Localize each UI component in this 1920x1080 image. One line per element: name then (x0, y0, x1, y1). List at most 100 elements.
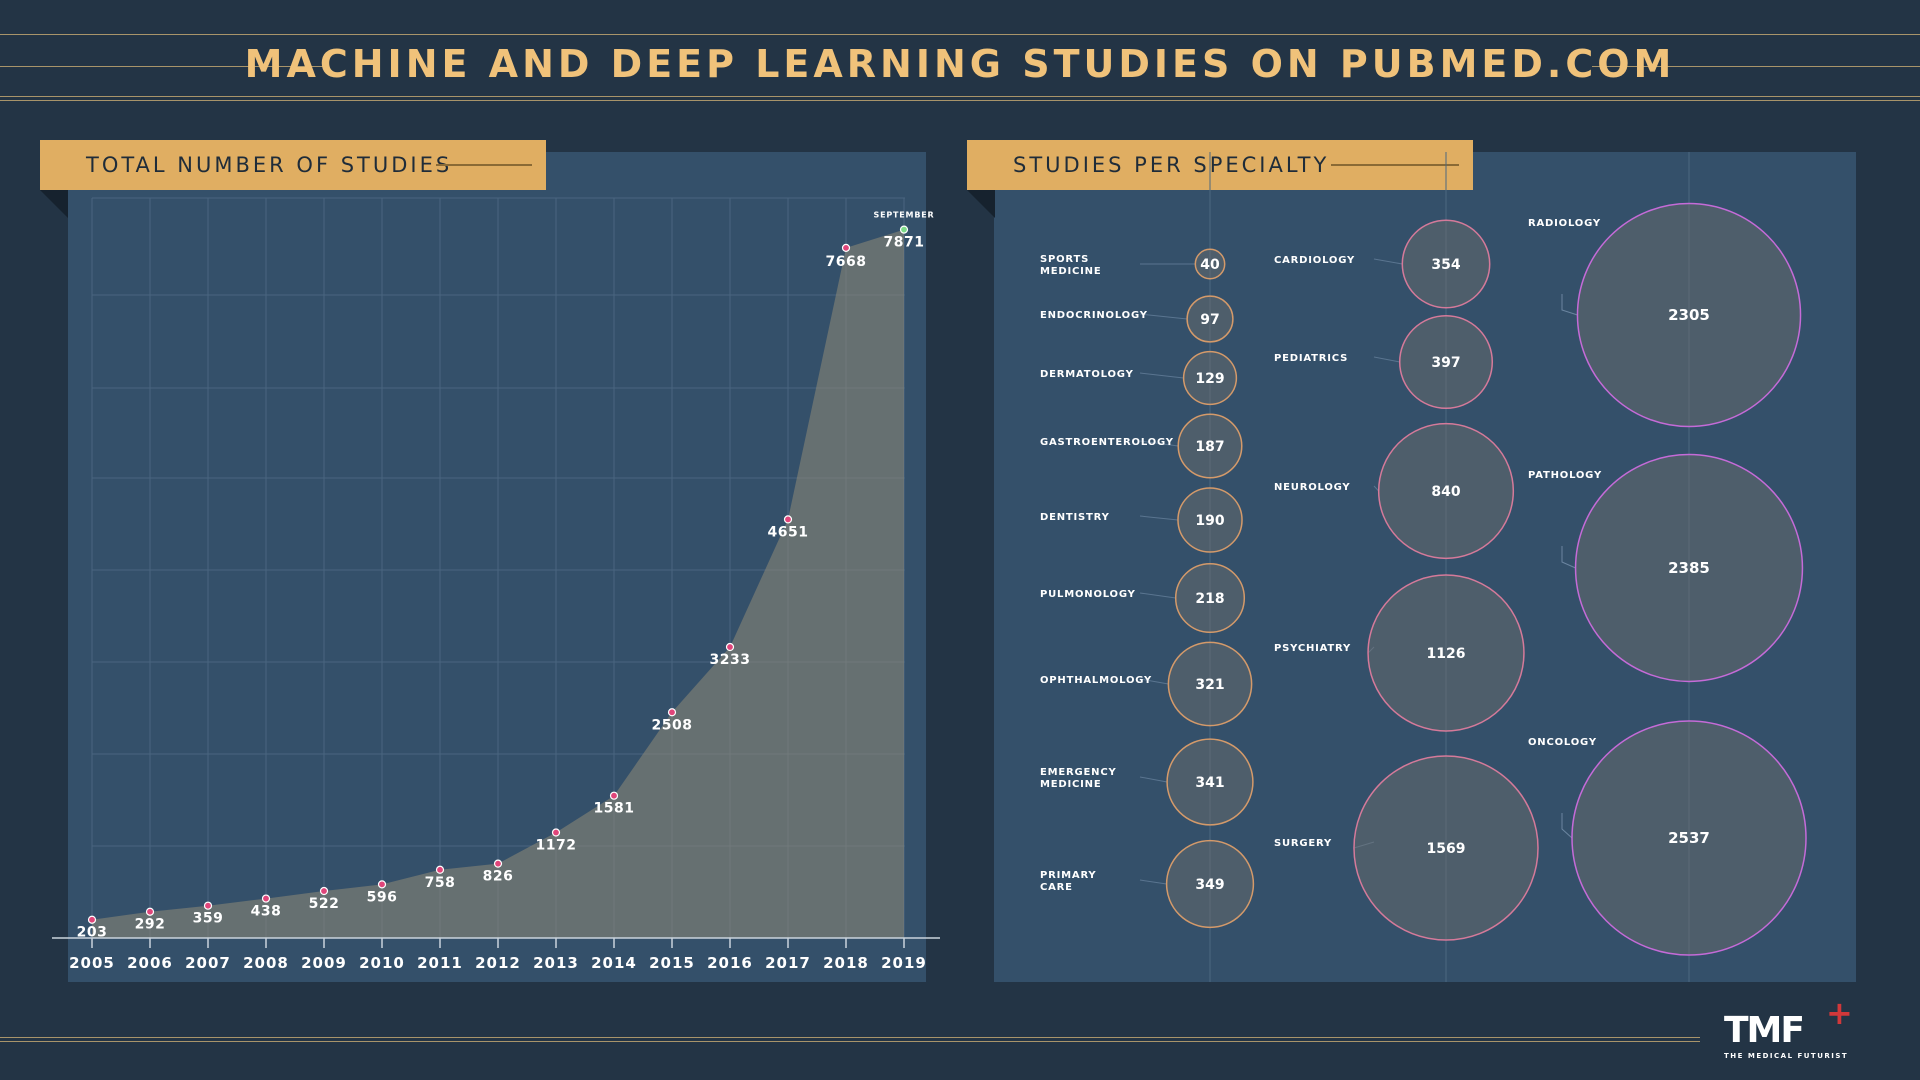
total-studies-header: TOTAL NUMBER OF STUDIES (40, 140, 546, 190)
data-label: 2508 (652, 717, 693, 733)
footer-rule-2 (0, 1041, 1700, 1042)
bubble (1353, 755, 1539, 941)
bubble-item: 840 NEUROLOGY (1274, 422, 1515, 560)
bubble-label-line: CARE (1040, 882, 1073, 893)
bubble-item: 2537 ONCOLOGY (1528, 720, 1807, 956)
data-label: 596 (367, 889, 398, 905)
bubble-value: 341 (1195, 775, 1224, 791)
x-tick-label: 2016 (707, 954, 753, 972)
bubble (1182, 350, 1238, 406)
bubble (1167, 641, 1253, 727)
data-point (609, 791, 619, 800)
header-rule (436, 164, 532, 166)
bubble (1574, 453, 1804, 683)
bubble-label: PULMONOLOGY (1040, 589, 1136, 600)
bubble (1177, 413, 1243, 479)
connector-line (1353, 841, 1375, 849)
bubble-label-line: GASTROENTEROLOGY (1040, 437, 1174, 448)
data-point (377, 880, 387, 889)
bubble-label-line: PSYCHIATRY (1274, 643, 1351, 654)
bubble-item: 321 OPHTHALMOLOGY (1040, 641, 1253, 727)
bubble-value: 397 (1431, 355, 1460, 371)
bubble-label: NEUROLOGY (1274, 482, 1350, 493)
data-label: 826 (483, 869, 514, 885)
connector-line (1373, 485, 1380, 492)
connector-line (1373, 258, 1403, 265)
bubble-label: SPORTS MEDICINE (1040, 254, 1101, 277)
specialty-header: STUDIES PER SPECIALTY (967, 140, 1473, 190)
data-label: 7668 (826, 254, 867, 270)
bubble-label-line: OPHTHALMOLOGY (1040, 675, 1152, 686)
bubble (1377, 422, 1515, 560)
data-point (261, 894, 271, 903)
bubble-item: 2305 RADIOLOGY (1528, 202, 1802, 428)
title-bottom-rule-2 (0, 100, 1920, 101)
data-point (551, 828, 561, 837)
bubble (1174, 562, 1246, 634)
area-series (92, 229, 904, 939)
connector-line (1139, 879, 1167, 885)
data-point (435, 865, 445, 874)
bubble-label-line: MEDICINE (1040, 266, 1101, 277)
bubble-label-line: PRIMARY (1040, 870, 1096, 881)
data-point (145, 907, 155, 916)
total-studies-header-label: TOTAL NUMBER OF STUDIES (86, 153, 453, 177)
bubble-label-line: PEDIATRICS (1274, 353, 1348, 364)
connector-line (1139, 592, 1176, 599)
bubble (1166, 738, 1254, 826)
bubble-label: EMERGENCY MEDICINE (1040, 767, 1117, 790)
x-tick-label: 2011 (417, 954, 463, 972)
logo-mark: TMF (1724, 1010, 1805, 1051)
bubble-label-line: SPORTS (1040, 254, 1089, 265)
bubble-label-line: NEUROLOGY (1274, 482, 1350, 493)
bubble-label: PATHOLOGY (1528, 470, 1602, 481)
bubble-label: PEDIATRICS (1274, 353, 1348, 364)
connector-line (1561, 294, 1578, 316)
bubble-value: 1126 (1427, 646, 1466, 662)
connector-line (1139, 776, 1168, 783)
bubble-value: 1569 (1427, 841, 1466, 857)
data-point (725, 642, 735, 652)
bubble-value: 349 (1195, 877, 1224, 893)
x-tick-label: 2008 (243, 954, 289, 972)
footer-rule (0, 1037, 1700, 1038)
title-rule-left (0, 66, 328, 67)
bubble-label: DERMATOLOGY (1040, 369, 1134, 380)
bubble-label: PRIMARY CARE (1040, 870, 1096, 893)
bubble (1401, 219, 1491, 309)
data-point (899, 225, 909, 234)
data-point (783, 515, 793, 524)
connector-line (1139, 440, 1179, 447)
bubble (1194, 248, 1226, 280)
data-point (203, 901, 213, 910)
specialty-header-label: STUDIES PER SPECIALTY (1013, 153, 1330, 177)
bubble-value: 2537 (1668, 829, 1710, 847)
page-title: MACHINE AND DEEP LEARNING STUDIES ON PUB… (244, 42, 1676, 86)
top-rule (0, 34, 1920, 35)
bubble-item: 397 PEDIATRICS (1274, 314, 1494, 410)
bubble-value: 40 (1200, 257, 1220, 273)
header-rule-right (1331, 164, 1459, 166)
bubble-value: 321 (1195, 677, 1224, 693)
data-point (841, 243, 851, 252)
bubble-label: GASTROENTEROLOGY (1040, 437, 1174, 448)
bubble-label-line: EMERGENCY (1040, 767, 1117, 778)
bubble-label-line: ONCOLOGY (1528, 737, 1597, 748)
bubble-value: 2385 (1668, 559, 1710, 577)
bubble-label: ENDOCRINOLOGY (1040, 310, 1148, 321)
x-tick-label: 2009 (301, 954, 347, 972)
data-label: 3233 (710, 652, 751, 668)
bubble (1367, 574, 1525, 732)
bubble-label-line: DERMATOLOGY (1040, 369, 1134, 380)
bubble (1177, 487, 1243, 553)
x-tick-label: 2006 (127, 954, 173, 972)
data-point (87, 915, 97, 924)
data-label: 203 (77, 925, 108, 941)
connector-line (1139, 313, 1188, 320)
bubble-item: 190 DENTISTRY (1040, 487, 1243, 553)
bubble-value: 354 (1431, 257, 1460, 273)
bubble-item: 218 PULMONOLOGY (1040, 562, 1246, 634)
bubble-item: 187 GASTROENTEROLOGY (1040, 413, 1243, 479)
bubble-label-line: ENDOCRINOLOGY (1040, 310, 1148, 321)
data-label: 7871 (884, 235, 925, 251)
